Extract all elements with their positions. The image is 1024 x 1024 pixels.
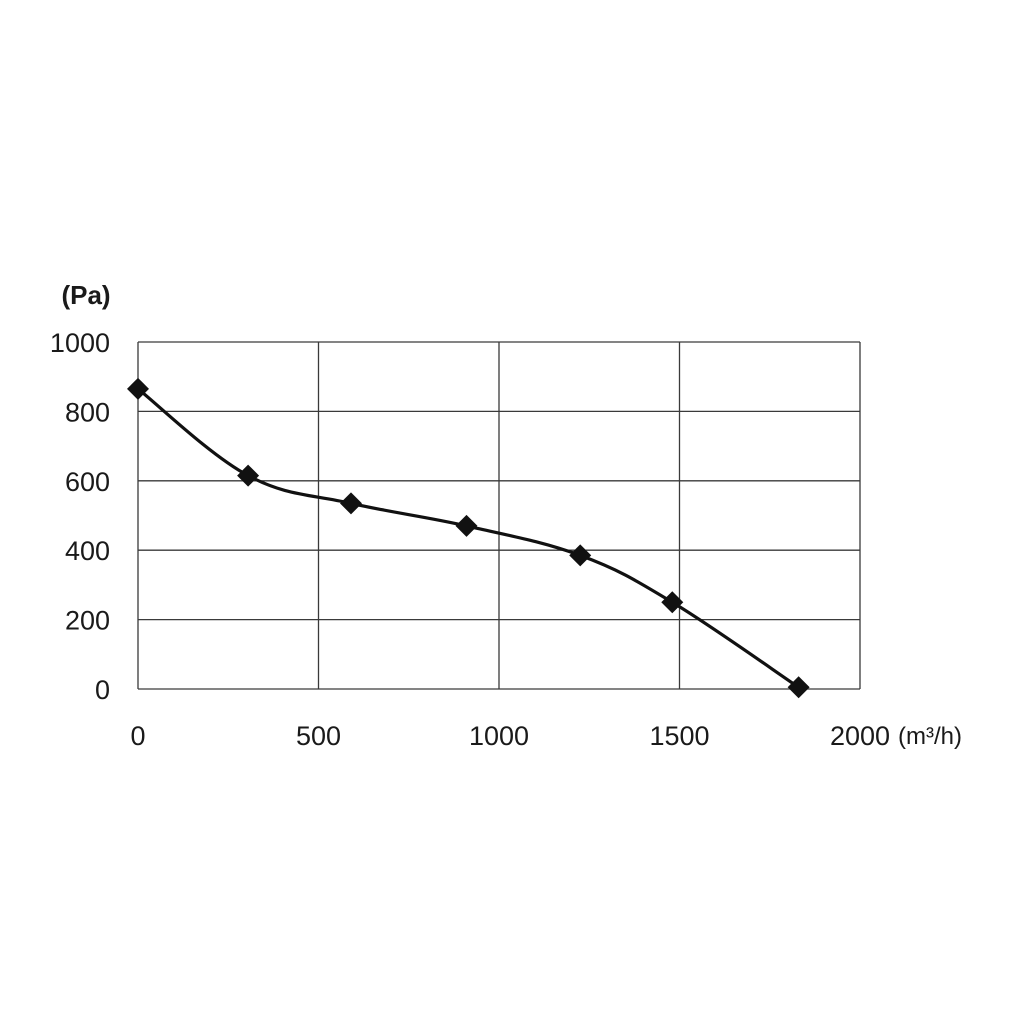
x-tick-label: 2000: [830, 721, 890, 751]
x-tick-label: 1000: [469, 721, 529, 751]
data-point-marker: [569, 544, 592, 567]
data-point-marker: [787, 676, 810, 699]
data-point-marker: [455, 514, 478, 537]
x-tick-label: 0: [130, 721, 145, 751]
data-series: [127, 377, 810, 699]
y-tick-label: 800: [65, 397, 110, 427]
y-tick-label: 400: [65, 536, 110, 566]
y-axis-ticks: 0 200 400 600 800 1000: [50, 328, 110, 705]
data-point-marker: [339, 492, 362, 515]
series-line: [136, 387, 801, 689]
y-tick-label: 200: [65, 606, 110, 636]
data-point-marker: [127, 377, 149, 400]
chart-grid: [137, 341, 861, 690]
y-tick-label: 600: [65, 467, 110, 497]
x-tick-label: 500: [296, 721, 341, 751]
y-tick-label: 0: [95, 675, 110, 705]
x-axis-label: (m³/h): [898, 723, 962, 750]
x-tick-label: 1500: [649, 721, 709, 751]
y-tick-label: 1000: [50, 328, 110, 358]
y-axis-label: (Pa): [61, 280, 110, 310]
data-point-marker: [237, 464, 260, 487]
data-point-marker: [661, 591, 684, 614]
x-axis-ticks: 0 500 1000 1500 2000: [130, 721, 890, 751]
